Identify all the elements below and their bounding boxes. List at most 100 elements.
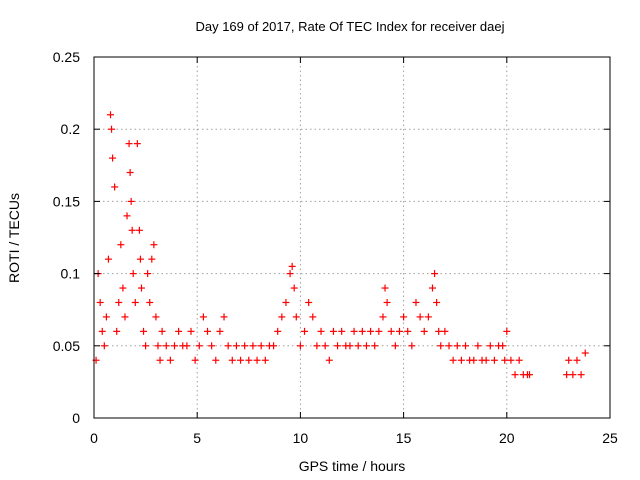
data-point: [123, 212, 131, 220]
data-point: [428, 284, 436, 292]
grid-lines: [94, 57, 610, 418]
data-point: [292, 313, 300, 321]
data-point: [325, 356, 333, 364]
y-tick-label: 0.1: [61, 266, 81, 282]
data-point: [126, 169, 134, 177]
data-point: [204, 327, 212, 335]
data-point: [270, 342, 278, 350]
data-point: [119, 284, 127, 292]
data-point: [195, 342, 203, 350]
data-point: [274, 327, 282, 335]
data-point: [501, 356, 509, 364]
data-point: [144, 270, 152, 278]
data-point: [261, 356, 269, 364]
chart-title: Day 169 of 2017, Rate Of TEC Index for r…: [195, 19, 504, 34]
data-point: [140, 327, 148, 335]
x-tick-label: 10: [293, 430, 309, 446]
data-point: [412, 298, 420, 306]
data-point: [152, 313, 160, 321]
data-point: [282, 298, 290, 306]
y-tick-label: 0: [72, 410, 80, 426]
data-point: [435, 327, 443, 335]
data-point: [338, 327, 346, 335]
data-point: [424, 313, 432, 321]
x-tick-label: 0: [90, 430, 98, 446]
data-point: [111, 183, 119, 191]
data-point: [158, 327, 166, 335]
data-point: [290, 284, 298, 292]
data-point: [313, 342, 321, 350]
data-point: [100, 342, 108, 350]
data-point: [433, 298, 441, 306]
data-point: [216, 327, 224, 335]
data-point: [305, 298, 313, 306]
data-point: [499, 342, 507, 350]
data-point: [228, 356, 236, 364]
data-point: [350, 327, 358, 335]
data-point: [321, 342, 329, 350]
data-point: [354, 342, 362, 350]
data-point: [107, 111, 115, 119]
data-point: [381, 284, 389, 292]
data-point: [482, 356, 490, 364]
data-point: [96, 298, 104, 306]
x-tick-label: 20: [499, 430, 515, 446]
data-point: [156, 356, 164, 364]
data-point: [470, 356, 478, 364]
data-point: [474, 342, 482, 350]
data-point: [117, 241, 125, 249]
data-point: [142, 342, 150, 350]
data-point: [241, 342, 249, 350]
data-point: [329, 327, 337, 335]
data-point: [486, 342, 494, 350]
data-point: [162, 342, 170, 350]
data-point: [581, 349, 589, 357]
data-point: [358, 327, 366, 335]
data-point: [125, 140, 133, 148]
data-point: [400, 313, 408, 321]
data-point: [511, 371, 519, 379]
data-point: [128, 226, 136, 234]
data-point: [249, 342, 257, 350]
data-point: [191, 356, 199, 364]
data-point: [115, 298, 123, 306]
x-tick-labels: 0 5 10 15 20 25: [90, 430, 618, 446]
axis-ticks: [93, 56, 611, 419]
plot-frame: [93, 56, 611, 419]
data-point: [301, 327, 309, 335]
data-point: [577, 371, 585, 379]
data-point: [127, 197, 135, 205]
y-axis-label: ROTI / TECUs: [6, 193, 22, 283]
data-point: [257, 342, 265, 350]
data-point: [367, 327, 375, 335]
data-point: [445, 342, 453, 350]
x-tick-label: 25: [602, 430, 618, 446]
y-tick-label: 0.15: [53, 193, 80, 209]
data-point: [129, 270, 137, 278]
data-point: [375, 327, 383, 335]
data-point: [507, 356, 515, 364]
data-point: [371, 342, 379, 350]
data-point: [296, 342, 304, 350]
data-point: [404, 327, 412, 335]
data-point: [362, 342, 370, 350]
data-point: [379, 313, 387, 321]
data-point: [253, 356, 261, 364]
data-point: [133, 140, 141, 148]
data-point: [416, 313, 424, 321]
data-point: [565, 356, 573, 364]
data-point: [395, 327, 403, 335]
y-tick-labels: 0 0.05 0.1 0.15 0.2 0.25: [53, 49, 80, 426]
data-point: [113, 327, 121, 335]
data-point: [437, 342, 445, 350]
y-tick-label: 0.25: [53, 49, 80, 65]
x-axis-label: GPS time / hours: [299, 458, 406, 474]
data-point: [457, 356, 465, 364]
data-point: [383, 298, 391, 306]
data-point: [503, 327, 511, 335]
data-point: [146, 298, 154, 306]
data-point: [131, 298, 139, 306]
x-tick-label: 5: [193, 430, 201, 446]
data-point: [137, 284, 145, 292]
